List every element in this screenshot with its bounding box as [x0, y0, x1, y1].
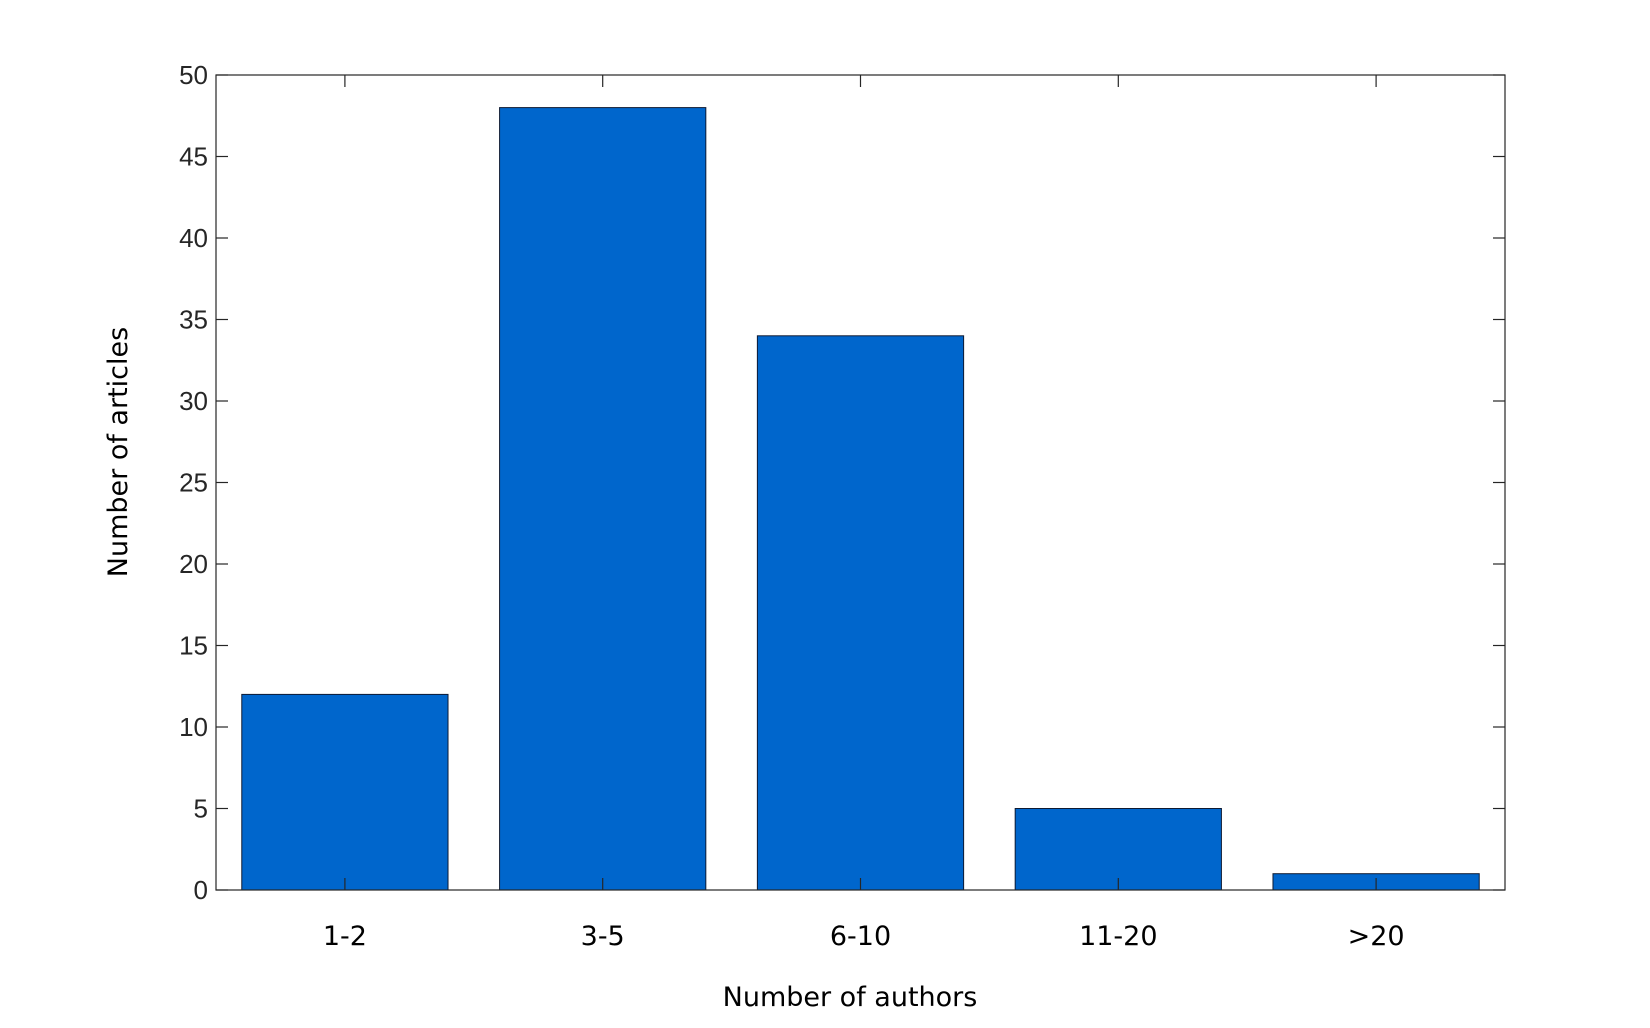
y-tick-label-3: 15: [179, 631, 208, 661]
y-tick-label-4: 20: [179, 549, 208, 579]
x-tick-label-1: 3-5: [581, 921, 625, 952]
axis-ticks: [216, 74, 1505, 891]
x-tick-label-2: 6-10: [830, 921, 891, 952]
x-tick-labels: 1-2 3-5 6-10 11-20 >20: [323, 921, 1405, 952]
bar-1: [499, 107, 707, 891]
y-tick-label-2: 10: [179, 712, 208, 742]
x-axis-title: Number of authors: [723, 982, 978, 1013]
bar-2: [756, 335, 965, 891]
bar-0: [241, 693, 449, 891]
y-tick-label-6: 30: [179, 386, 208, 416]
y-tick-label-7: 35: [179, 305, 208, 335]
bars-layer: [241, 107, 1480, 891]
y-tick-label-8: 40: [179, 223, 208, 253]
y-tick-label-0: 0: [194, 875, 208, 905]
y-tick-label-1: 5: [194, 794, 208, 824]
y-tick-label-10: 50: [179, 60, 208, 90]
bar-3: [1014, 808, 1222, 891]
y-tick-label-9: 45: [179, 142, 208, 172]
y-tick-label-5: 25: [179, 468, 208, 498]
x-tick-label-0: 1-2: [323, 921, 367, 952]
y-tick-labels: 0 5 10 15 20 25 30 35 40 45 50: [179, 60, 208, 905]
x-tick-label-3: 11-20: [1079, 921, 1157, 952]
y-axis-title: Number of articles: [103, 327, 134, 577]
x-tick-label-4: >20: [1348, 921, 1405, 952]
